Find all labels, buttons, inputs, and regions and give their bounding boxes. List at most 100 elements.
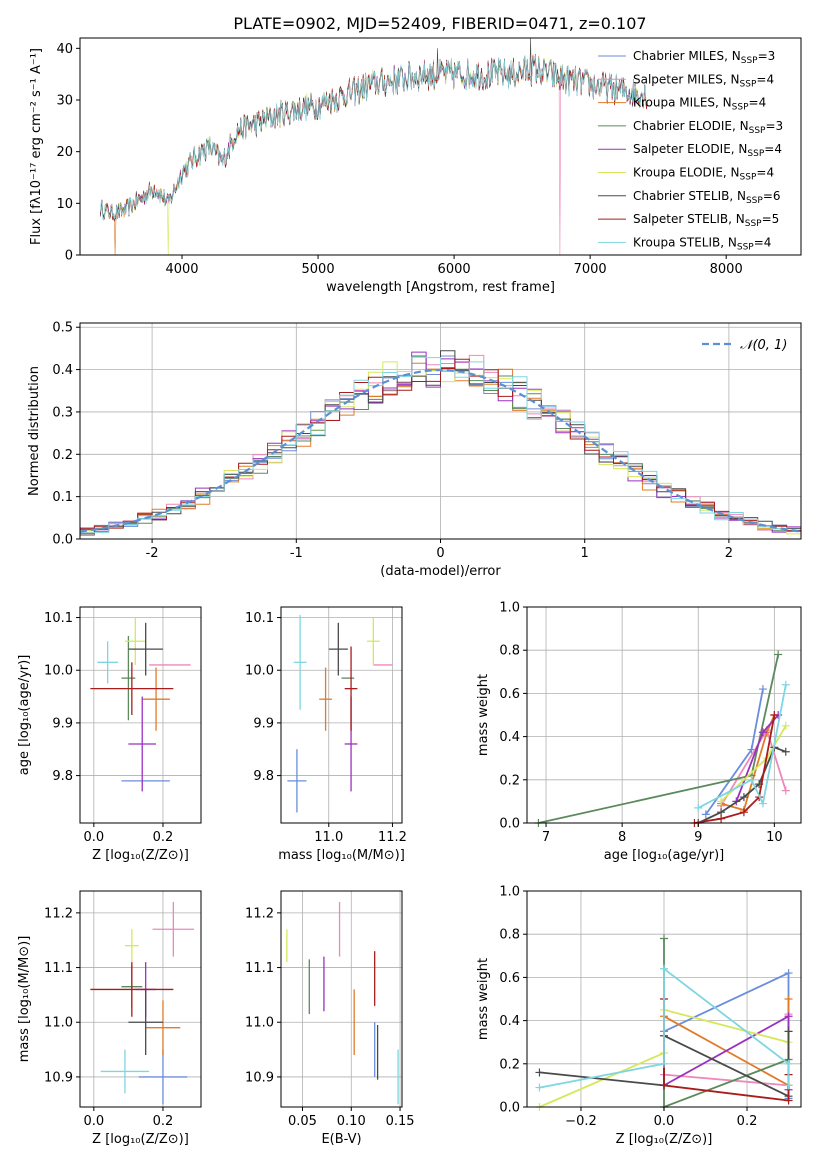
x-axis-label: E(B-V): [321, 1132, 361, 1147]
x-tick-label: 1: [581, 546, 589, 561]
y-tick-label: 1.0: [499, 885, 520, 900]
axes-frame: [79, 37, 802, 256]
y-tick-label: 0.6: [499, 687, 520, 702]
weight-marker-salpeter_miles: [781, 786, 790, 795]
x-tick-label: −0.2: [565, 1114, 597, 1129]
x-tick-label: 4000: [165, 262, 198, 277]
y-tick-label: 0.0: [499, 1101, 520, 1116]
x-tick-label: 8: [618, 830, 626, 845]
x-tick-label: 0.2: [737, 1114, 758, 1129]
weight-marker-kroupa_stelib: [784, 1059, 793, 1068]
y-tick-label: 9.8: [253, 769, 274, 784]
panel-weight_vs_age: 7 8 9 10 0.0 0.2 0.4 0.6 0.8 1.0 age [log₁₀(age/yr…: [476, 601, 802, 863]
panel-spectrum: Chabrier MILES, NSSP=3 Salpeter MILES, NS…: [29, 37, 802, 295]
weight-marker-salpeter_stelib: [660, 1081, 668, 1090]
y-tick-label: 0.0: [499, 817, 520, 832]
y-tick-label: 0.3: [52, 405, 73, 420]
normal-curve: [79, 368, 802, 533]
weight-marker-kroupa_stelib: [694, 803, 703, 812]
x-tick-label: 7: [542, 830, 550, 845]
y-tick-label: 10.1: [245, 611, 274, 626]
weight-marker-kroupa_stelib: [784, 1081, 793, 1090]
y-tick-label: 11.1: [245, 961, 274, 976]
weight-marker-kroupa_stelib: [660, 1059, 668, 1068]
weight-marker-chabrier_miles: [758, 685, 767, 694]
weight-line-chabrier_stelib: [697, 746, 787, 824]
y-tick-label: 0: [65, 249, 73, 264]
x-tick-label: 0.2: [153, 830, 174, 845]
y-axis-label: Flux [fλ10⁻¹⁷ erg cm⁻² s⁻¹ A⁻¹]: [29, 48, 44, 245]
y-tick-label: 11.0: [245, 1016, 274, 1031]
weight-marker-salpeter_stelib: [770, 711, 779, 719]
weight-marker-chabrier_miles: [784, 969, 793, 978]
legend-entry: Salpeter STELIB, NSSP=5: [633, 212, 779, 229]
y-tick-label: 0.2: [499, 1057, 520, 1072]
x-tick-label: 0.2: [153, 1114, 174, 1129]
y-tick-label: 0.6: [499, 971, 520, 986]
y-tick-label: 9.8: [52, 769, 73, 784]
y-tick-label: 0.2: [499, 773, 520, 788]
y-tick-label: 9.9: [253, 716, 274, 731]
y-tick-label: 0.2: [52, 448, 73, 463]
legend-normal-label: 𝒩(0, 1): [740, 338, 787, 353]
y-tick-label: 0.1: [52, 490, 73, 505]
x-tick-label: 11.0: [314, 830, 343, 845]
x-tick-label: 5000: [302, 262, 335, 277]
weight-marker-salpeter_stelib: [717, 814, 726, 823]
y-tick-label: 30: [56, 94, 73, 109]
x-tick-label: 7000: [574, 262, 607, 277]
x-tick-label: 0.0: [83, 830, 104, 845]
y-tick-label: 11.2: [44, 906, 73, 921]
y-tick-label: 0.4: [499, 1014, 520, 1029]
y-axis-label: mass weight: [476, 958, 491, 1040]
spectrum-line-chabrier_stelib: [100, 37, 648, 222]
y-axis-label: Normed distribution: [27, 366, 42, 496]
weight-marker-kroupa_stelib: [758, 799, 767, 808]
legend-entry: Chabrier MILES, NSSP=3: [633, 49, 775, 66]
axes-frame: [280, 890, 403, 1108]
legend-entry: Salpeter MILES, NSSP=4: [633, 72, 774, 89]
y-tick-label: 11.1: [44, 961, 73, 976]
y-tick-label: 10.0: [44, 664, 73, 679]
panel-weight_vs_Z: −0.2 0.0 0.2 0.0 0.2 0.4 0.6 0.8 1.0 Z [log₁₀(Z/Z…: [476, 885, 802, 1147]
legend-entry: Salpeter ELODIE, NSSP=4: [633, 142, 782, 159]
axes-frame: [280, 606, 403, 824]
y-tick-label: 1.0: [499, 601, 520, 616]
panel-age_vs_Z: 0.0 0.2 9.8 9.9 10.0 10.1 Z [log₁₀(Z/Z⊙)] age […: [17, 606, 202, 863]
weight-marker-chabrier_elodie: [774, 650, 783, 659]
y-tick-label: 10.1: [44, 611, 73, 626]
weight-marker-salpeter_elodie: [758, 728, 767, 737]
y-tick-label: 11.0: [44, 1016, 73, 1031]
x-tick-label: 8000: [710, 262, 743, 277]
weight-marker-chabrier_stelib: [535, 1068, 544, 1077]
y-tick-label: 0.8: [499, 644, 520, 659]
figure-title: PLATE=0902, MJD=52409, FIBERID=0471, z=0…: [233, 14, 646, 33]
weight-line-kroupa_stelib: [697, 684, 787, 809]
weight-marker-kroupa_stelib: [660, 964, 668, 973]
legend: Chabrier MILES, NSSP=3 Salpeter MILES, NS…: [598, 49, 783, 252]
y-axis-label: mass weight: [476, 674, 491, 756]
spectrum-line-kroupa_stelib: [100, 54, 648, 221]
x-tick-label: 0.15: [386, 1114, 415, 1129]
weight-marker-salpeter_stelib: [784, 1096, 793, 1105]
weight-marker-salpeter_stelib: [739, 808, 748, 817]
weight-marker-salpeter_elodie: [784, 1012, 793, 1021]
panel-mass_vs_Z: 0.0 0.2 10.9 11.0 11.1 11.2 Z [log₁₀(Z/Z⊙)] mas…: [17, 890, 202, 1147]
y-tick-label: 20: [56, 145, 73, 160]
x-tick-label: 0: [436, 546, 444, 561]
x-tick-label: 0.0: [654, 1114, 675, 1129]
y-tick-label: 10.9: [44, 1070, 73, 1085]
y-tick-label: 0.5: [52, 321, 73, 336]
x-tick-label: 0.05: [288, 1114, 317, 1129]
y-tick-label: 9.9: [52, 716, 73, 731]
y-tick-label: 10.0: [245, 664, 274, 679]
weight-marker-kroupa_elodie: [781, 721, 790, 730]
x-tick-label: 2: [725, 546, 733, 561]
y-tick-label: 0.8: [499, 928, 520, 943]
panel-residuals: 𝒩(0, 1) -2 -1 0 1 2 0.0 0.1 0.2 0.3 0.4 0.5 (data-mo…: [27, 321, 802, 579]
x-axis-label: mass [log₁₀(M/M⊙)]: [278, 848, 405, 863]
axes-frame: [526, 606, 802, 824]
x-tick-label: -1: [290, 546, 303, 561]
weight-marker-chabrier_stelib: [781, 747, 790, 756]
